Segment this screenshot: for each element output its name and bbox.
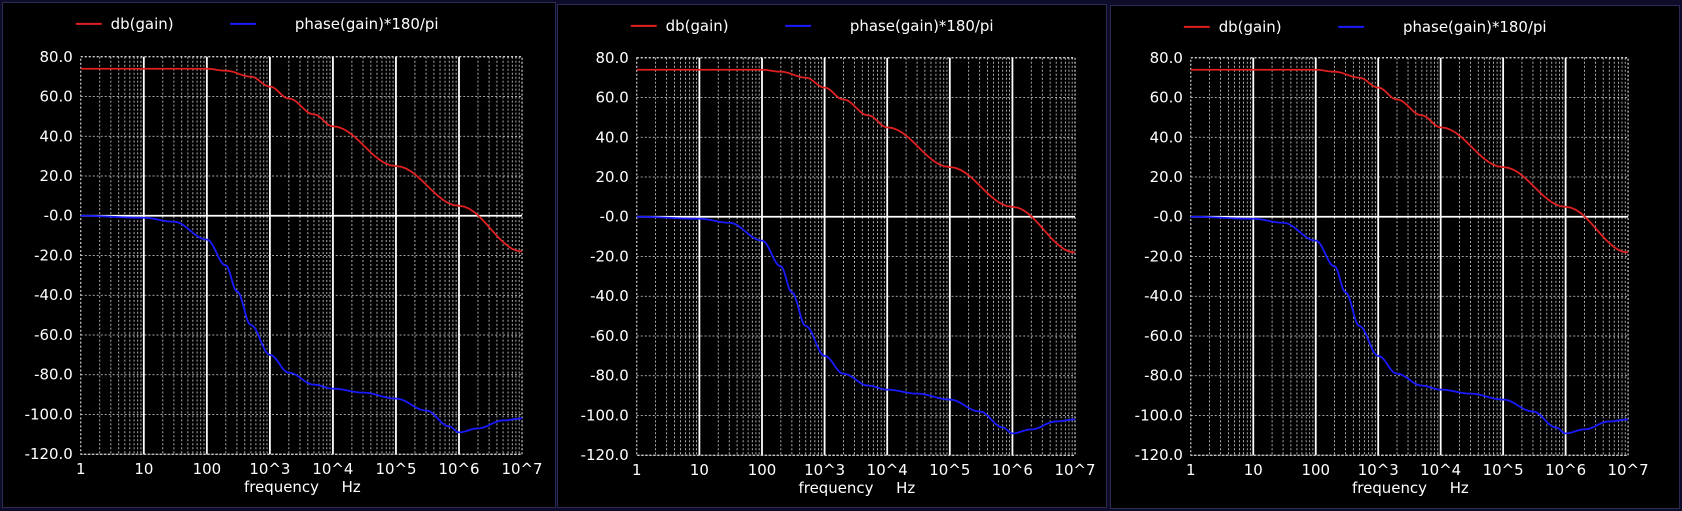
x-tick-label: 10^3 <box>804 461 845 479</box>
y-tick-label: -0.0 <box>44 207 73 225</box>
plot-panel-1: db(gain) phase(gain)*180/pi 80.0 60.0 40.0 20… <box>2 2 556 508</box>
legend-label-phase: phase(gain)*180/pi <box>850 17 994 35</box>
y-tick-label: -60.0 <box>34 326 73 344</box>
x-tick-label: 10^5 <box>929 461 970 479</box>
legend-label-gain: db(gain) <box>111 15 174 33</box>
y-tick-label: -40.0 <box>590 287 629 305</box>
x-tick-label: 10^4 <box>867 461 908 479</box>
y-tick-label: -0.0 <box>600 208 629 226</box>
x-tick-label: 100 <box>748 461 777 479</box>
x-tick-label: 10^7 <box>1055 461 1096 479</box>
y-tick-label: 40.0 <box>1150 128 1183 146</box>
y-tick-label: 80.0 <box>596 49 629 67</box>
x-axis-unit: Hz <box>896 479 915 497</box>
y-tick-label: -100.0 <box>25 405 73 423</box>
gain-curve <box>636 68 1076 254</box>
y-tick-label: -120.0 <box>581 446 629 464</box>
x-tick-label: 100 <box>193 460 222 478</box>
y-tick-label: -60.0 <box>590 327 629 345</box>
x-tick-label: 10^4 <box>312 460 353 478</box>
x-tick-label: 10^3 <box>249 460 290 478</box>
gain-curve <box>1190 68 1629 254</box>
x-tick-label: 10^6 <box>438 460 479 478</box>
y-tick-label: 20.0 <box>1150 168 1183 186</box>
x-tick-label: 10^3 <box>1358 461 1399 479</box>
legend-label-gain: db(gain) <box>1219 18 1282 36</box>
plot-panel-2: db(gain) phase(gain)*180/pi 80.0 60.0 40.0 20… <box>557 4 1107 508</box>
bode-plot-svg: db(gain) phase(gain)*180/pi 80.0 60.0 40.0 20… <box>1135 18 1649 497</box>
y-tick-label: -40.0 <box>1144 287 1183 305</box>
y-tick-label: -100.0 <box>581 406 629 424</box>
y-tick-label: 40.0 <box>40 127 73 145</box>
y-tick-label: -20.0 <box>590 247 629 265</box>
x-tick-label: 10^4 <box>1420 461 1461 479</box>
y-tick-label: -100.0 <box>1135 406 1183 424</box>
x-tick-label: 10 <box>1244 461 1263 479</box>
y-tick-label: 60.0 <box>40 88 73 106</box>
x-tick-label: 10 <box>690 461 709 479</box>
x-tick-label: 10^5 <box>375 460 416 478</box>
x-tick-label: 1 <box>1186 461 1196 479</box>
x-tick-label: 10 <box>134 460 153 478</box>
plot-panel-3: db(gain) phase(gain)*180/pi 80.0 60.0 40.0 20… <box>1110 5 1680 509</box>
y-tick-label: -0.0 <box>1154 208 1183 226</box>
x-tick-label: 10^5 <box>1483 461 1524 479</box>
y-tick-label: -80.0 <box>1144 367 1183 385</box>
y-tick-label: -40.0 <box>34 286 73 304</box>
x-tick-label: 10^7 <box>502 460 543 478</box>
y-tick-label: -120.0 <box>25 445 73 463</box>
y-tick-label: -80.0 <box>590 367 629 385</box>
y-tick-label: -20.0 <box>1144 247 1183 265</box>
legend-label-phase: phase(gain)*180/pi <box>1403 18 1547 36</box>
y-tick-label: -60.0 <box>1144 327 1183 345</box>
x-axis-title: frequency <box>1352 479 1427 497</box>
x-axis-title: frequency <box>799 479 874 497</box>
y-tick-label: 60.0 <box>1150 89 1183 107</box>
y-tick-label: -80.0 <box>34 366 73 384</box>
plot-frame <box>1190 57 1629 456</box>
x-tick-label: 1 <box>632 461 642 479</box>
x-tick-label: 10^7 <box>1608 461 1649 479</box>
x-tick-label: 1 <box>76 460 86 478</box>
x-axis-unit: Hz <box>1450 479 1469 497</box>
y-tick-label: 60.0 <box>596 89 629 107</box>
y-tick-label: -20.0 <box>34 246 73 264</box>
y-tick-label: 80.0 <box>40 48 73 66</box>
y-tick-label: 40.0 <box>596 128 629 146</box>
bode-plot-svg: db(gain) phase(gain)*180/pi 80.0 60.0 40.0 20… <box>581 17 1096 497</box>
y-tick-label: 20.0 <box>40 167 73 185</box>
y-tick-label: 20.0 <box>596 168 629 186</box>
legend-label-phase: phase(gain)*180/pi <box>295 15 439 33</box>
x-axis-title: frequency <box>244 478 319 496</box>
x-tick-label: 100 <box>1301 461 1330 479</box>
bode-plot-svg: db(gain) phase(gain)*180/pi 80.0 60.0 40.0 20… <box>25 15 543 496</box>
legend-label-gain: db(gain) <box>666 17 729 35</box>
x-axis-unit: Hz <box>342 478 361 496</box>
y-tick-label: 80.0 <box>1150 49 1183 67</box>
x-tick-label: 10^6 <box>992 461 1033 479</box>
gain-curve <box>80 67 523 253</box>
x-tick-label: 10^6 <box>1545 461 1586 479</box>
y-tick-label: -120.0 <box>1135 446 1183 464</box>
